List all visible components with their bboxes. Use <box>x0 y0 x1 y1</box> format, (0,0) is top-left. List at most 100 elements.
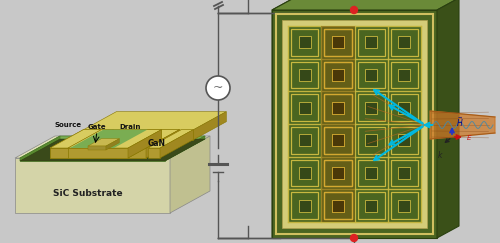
Bar <box>324 94 351 121</box>
Bar <box>398 200 410 212</box>
Polygon shape <box>128 130 162 158</box>
Polygon shape <box>68 130 114 148</box>
Bar <box>324 192 351 219</box>
Bar <box>324 29 351 56</box>
Bar <box>332 36 344 48</box>
Polygon shape <box>88 139 120 146</box>
Bar <box>332 69 344 81</box>
Polygon shape <box>88 146 106 150</box>
Bar <box>324 160 351 186</box>
Polygon shape <box>148 130 194 148</box>
Bar <box>332 69 344 81</box>
Bar <box>332 167 344 179</box>
Bar <box>298 200 310 212</box>
Bar <box>332 200 344 212</box>
Polygon shape <box>193 112 226 140</box>
Bar <box>398 69 410 81</box>
Polygon shape <box>20 139 205 161</box>
Bar <box>398 102 410 113</box>
Polygon shape <box>15 136 210 158</box>
Polygon shape <box>20 136 60 161</box>
Bar <box>358 192 385 219</box>
Bar <box>398 167 410 179</box>
Polygon shape <box>68 148 80 158</box>
Bar <box>291 192 318 219</box>
Polygon shape <box>20 158 165 161</box>
Bar <box>324 62 351 88</box>
Bar <box>358 62 385 88</box>
Polygon shape <box>20 136 205 158</box>
Polygon shape <box>68 130 162 148</box>
Bar <box>291 94 318 121</box>
Polygon shape <box>128 148 146 158</box>
Bar <box>324 160 351 186</box>
Polygon shape <box>50 148 68 158</box>
Polygon shape <box>437 0 459 238</box>
Bar <box>365 36 377 48</box>
Polygon shape <box>165 136 205 161</box>
Polygon shape <box>272 10 437 238</box>
Bar <box>298 69 310 81</box>
Text: Source: Source <box>54 122 82 128</box>
Polygon shape <box>146 130 180 158</box>
Bar <box>391 160 418 186</box>
Bar <box>298 134 310 146</box>
Polygon shape <box>128 130 162 158</box>
Text: Gate: Gate <box>88 124 106 130</box>
Text: GaN: GaN <box>148 139 166 148</box>
Polygon shape <box>83 112 227 130</box>
Bar <box>324 127 351 154</box>
Bar <box>358 127 385 154</box>
Bar <box>324 192 351 219</box>
Bar <box>298 167 310 179</box>
Polygon shape <box>70 130 148 148</box>
Bar <box>391 29 418 56</box>
Circle shape <box>206 76 230 100</box>
Polygon shape <box>80 130 114 158</box>
Bar <box>398 36 410 48</box>
Bar <box>282 20 427 228</box>
Bar <box>298 36 310 48</box>
Bar <box>391 94 418 121</box>
Polygon shape <box>146 130 180 158</box>
Bar <box>365 167 377 179</box>
Bar <box>324 94 351 121</box>
Polygon shape <box>50 130 180 148</box>
Bar <box>332 167 344 179</box>
Bar <box>291 160 318 186</box>
Bar <box>391 62 418 88</box>
Bar <box>332 36 344 48</box>
Bar <box>291 29 318 56</box>
Bar <box>391 192 418 219</box>
Bar <box>324 62 351 88</box>
Bar <box>365 69 377 81</box>
Bar <box>365 134 377 146</box>
Polygon shape <box>83 130 193 140</box>
Bar <box>332 134 344 146</box>
Circle shape <box>350 7 358 14</box>
Bar <box>324 127 351 154</box>
Text: Drain: Drain <box>120 124 141 130</box>
Bar <box>321 26 354 222</box>
Bar <box>398 134 410 146</box>
Bar <box>291 62 318 88</box>
Bar <box>358 29 385 56</box>
Text: $\vec{H}$: $\vec{H}$ <box>456 115 464 129</box>
Bar <box>365 102 377 113</box>
Bar <box>288 26 421 222</box>
Bar <box>365 200 377 212</box>
Bar <box>391 127 418 154</box>
Bar <box>332 134 344 146</box>
Polygon shape <box>50 130 102 148</box>
Bar <box>332 102 344 113</box>
Bar <box>291 127 318 154</box>
Polygon shape <box>68 148 128 158</box>
Polygon shape <box>272 0 459 10</box>
Polygon shape <box>272 0 294 238</box>
Circle shape <box>350 234 358 242</box>
Polygon shape <box>128 130 180 148</box>
Polygon shape <box>148 148 160 158</box>
Text: $E$: $E$ <box>466 132 472 141</box>
Text: $k$: $k$ <box>436 149 444 160</box>
Polygon shape <box>68 130 102 158</box>
